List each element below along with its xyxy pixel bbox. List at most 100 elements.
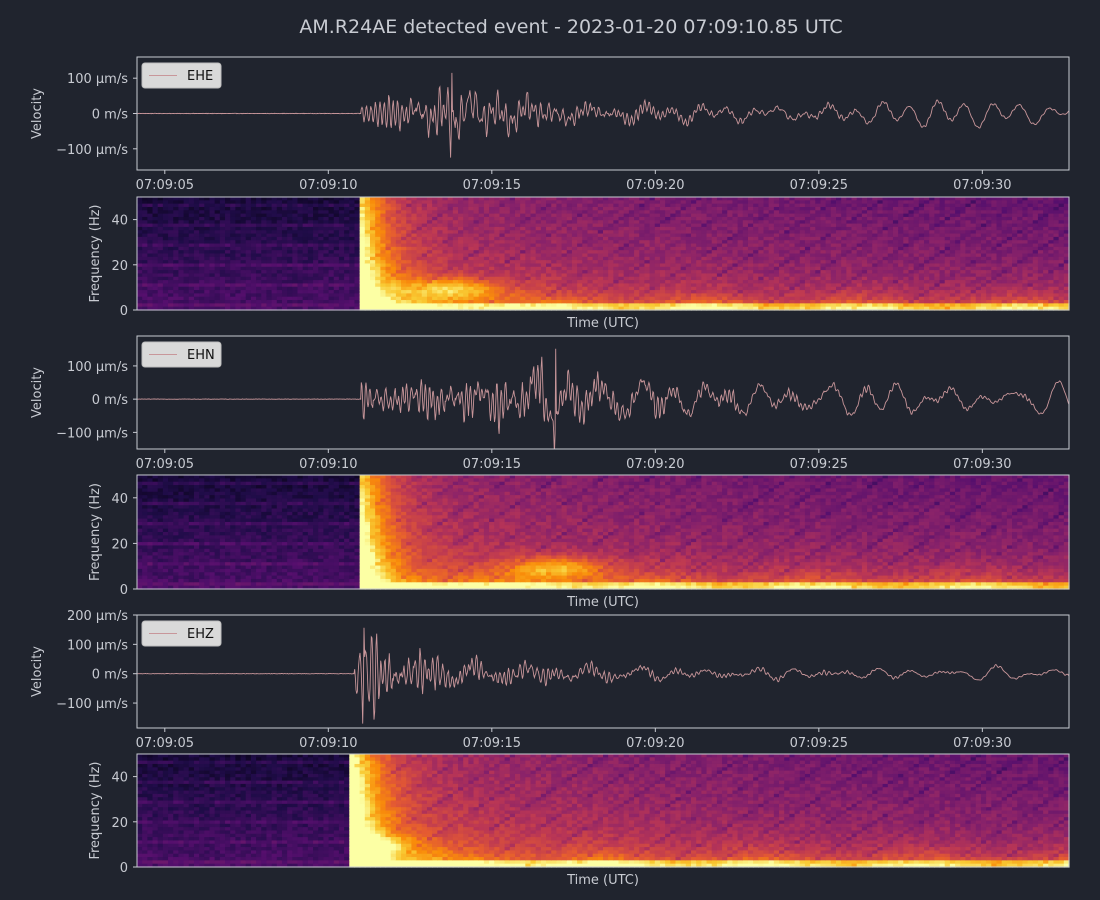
- spectrogram-cell: [338, 200, 345, 205]
- spectrogram-cell: [370, 230, 376, 235]
- spectrogram-cell: [307, 276, 314, 281]
- spectrogram-cell: [406, 273, 413, 278]
- spectrogram-cell: [370, 253, 376, 258]
- spectrogram-cell: [385, 246, 392, 251]
- spectrogram-cell: [137, 236, 143, 241]
- spectrogram-cell: [370, 246, 376, 251]
- spectrogram-cell: [359, 223, 366, 228]
- spectrogram-cell: [261, 210, 268, 215]
- spectrogram-cell: [313, 306, 319, 311]
- spectrogram-cell: [245, 260, 252, 265]
- spectrogram-cell: [421, 203, 428, 208]
- spectrogram-cell: [219, 243, 226, 248]
- spectrogram-cell: [240, 270, 247, 275]
- spectrogram-cell: [235, 270, 242, 275]
- spectrogram-cell: [359, 250, 366, 255]
- spectrogram-cell: [219, 210, 226, 215]
- spectrogram-cell: [287, 290, 293, 294]
- spectrogram-cell: [370, 280, 376, 285]
- spectrogram-cell: [193, 270, 200, 275]
- spectrogram-cell: [204, 206, 211, 211]
- spectrogram-cell: [152, 200, 159, 205]
- spectrogram-cell: [359, 276, 366, 281]
- spectrogram-cell: [349, 240, 356, 245]
- spectrogram-cell: [406, 250, 413, 255]
- spectrogram-cell: [225, 266, 231, 271]
- spectrogram-cell: [157, 306, 164, 311]
- spectrogram-cell: [214, 220, 221, 225]
- spectrogram-cell: [219, 300, 226, 304]
- spectrogram-cell: [137, 246, 143, 251]
- spectrogram-cell: [359, 266, 366, 271]
- spectrogram-cell: [426, 253, 433, 258]
- spectrogram-cell: [333, 197, 340, 201]
- spectrogram-cell: [245, 286, 252, 291]
- spectrogram-cell: [183, 306, 190, 311]
- spectrogram-cell: [426, 230, 433, 235]
- spectrogram-cell: [426, 263, 433, 268]
- spectrogram-cell: [390, 300, 397, 304]
- spectrogram-cell: [390, 296, 397, 301]
- spectrogram-cell: [271, 226, 278, 231]
- spectrogram-cell: [173, 286, 180, 291]
- spectrogram-cell: [344, 266, 350, 271]
- spectrogram-cell: [416, 197, 423, 201]
- spectrogram-cell: [204, 260, 211, 265]
- spectrogram-cell: [225, 197, 231, 201]
- spectrogram-cell: [204, 240, 211, 245]
- spectrogram-cell: [178, 250, 185, 255]
- spectrogram-cell: [302, 296, 309, 301]
- spectrogram-cell: [235, 200, 242, 205]
- spectrogram-cell: [297, 216, 304, 221]
- spectrogram-cell: [328, 300, 335, 304]
- spectrogram-cell: [152, 256, 159, 261]
- spectrogram-cell: [328, 220, 335, 225]
- spectrogram-cell: [313, 203, 319, 208]
- spectrogram-cell: [359, 233, 366, 238]
- spectrogram-cell: [162, 306, 169, 311]
- spectrogram-cell: [349, 220, 356, 225]
- spectrogram-cell: [168, 200, 174, 205]
- spectrogram-cell: [214, 273, 221, 278]
- spectrogram-cell: [204, 216, 211, 221]
- spectrogram-cell: [157, 293, 164, 298]
- spectrogram-cell: [338, 226, 345, 231]
- spectrogram-cell: [344, 213, 350, 218]
- spectrogram-cell: [385, 306, 392, 311]
- spectrogram-cell: [302, 220, 309, 225]
- spectrogram-cell: [333, 200, 340, 205]
- spectrogram-cell: [292, 300, 299, 304]
- spectrogram-cell: [375, 203, 381, 208]
- spectrogram-cell: [256, 203, 262, 208]
- spectrogram-cell: [230, 280, 236, 285]
- spectrogram-cell: [183, 216, 190, 221]
- spectrogram-cell: [137, 306, 143, 311]
- spectrogram-cell: [245, 203, 252, 208]
- spectrogram-cell: [390, 203, 397, 208]
- spectrogram-cell: [380, 210, 387, 215]
- spectrogram-cell: [426, 210, 433, 215]
- spectrogram-cell: [261, 230, 268, 235]
- spectrogram-cell: [302, 283, 309, 288]
- spectrogram-cell: [204, 223, 211, 228]
- spectrogram-cell: [302, 223, 309, 228]
- spectrogram-cell: [193, 256, 200, 261]
- spectrogram-cell: [162, 233, 169, 238]
- spectrogram-cell: [204, 290, 211, 294]
- spectrogram-cell: [147, 263, 154, 268]
- spectrogram-cell: [230, 197, 236, 201]
- spectrogram-cell: [245, 230, 252, 235]
- spectrogram-cell: [142, 266, 148, 271]
- spectrogram-cell: [271, 283, 278, 288]
- spectrogram-cell: [421, 266, 428, 271]
- spectrogram-cell: [313, 280, 319, 285]
- spectrogram-cell: [302, 216, 309, 221]
- spectrogram-cell: [219, 303, 226, 308]
- spectrogram-cell: [245, 213, 252, 218]
- spectrogram-cell: [292, 213, 299, 218]
- spectrogram-cell: [173, 263, 180, 268]
- spectrogram-cell: [349, 213, 356, 218]
- spectrogram-cell: [323, 240, 330, 245]
- spectrogram-cell: [297, 203, 304, 208]
- spectrogram-cell: [375, 243, 381, 248]
